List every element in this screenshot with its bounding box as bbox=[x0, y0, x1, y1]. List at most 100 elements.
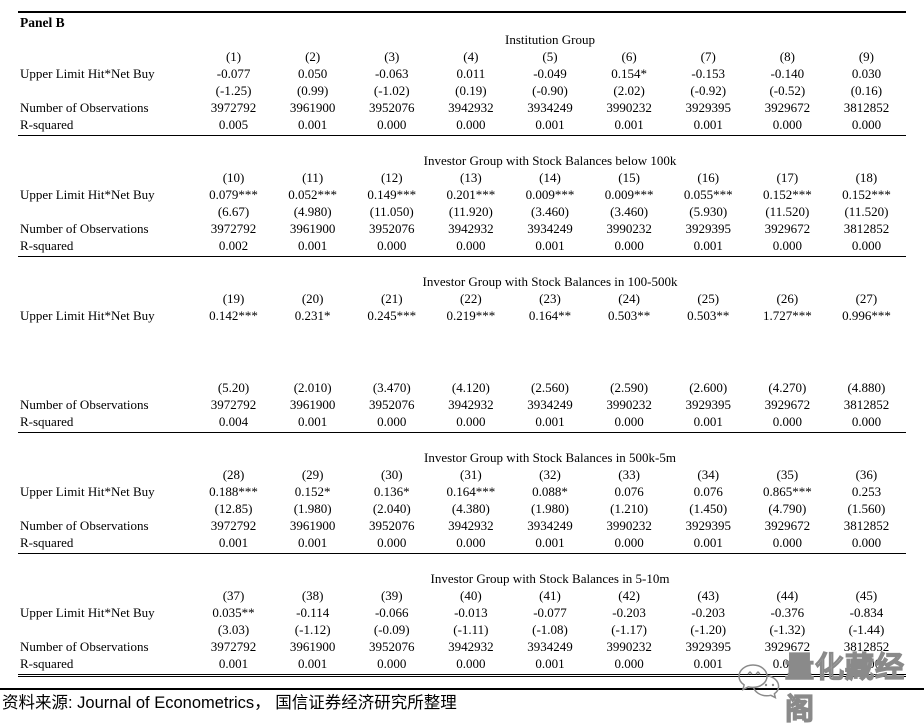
tstat-cell: (-1.12) bbox=[294, 622, 331, 637]
row-label-rsq: R-squared bbox=[20, 535, 74, 550]
row-label-obs: Number of Observations bbox=[20, 518, 149, 533]
row-label-obs: Number of Observations bbox=[20, 397, 149, 412]
col-header: (2) bbox=[305, 49, 321, 64]
rsq-cell: 0.001 bbox=[693, 535, 723, 550]
obs-cell: 3812852 bbox=[843, 397, 890, 412]
tstat-cell: (-1.17) bbox=[611, 622, 647, 637]
obs-cell: 3942932 bbox=[448, 518, 494, 533]
column-header-row: (10) (11) (12) (13) (14) (15) (16) (17) (18) bbox=[18, 169, 906, 186]
row-label-empty bbox=[18, 82, 194, 99]
rsq-cell: 0.001 bbox=[218, 535, 249, 550]
coef-cell: -0.140 bbox=[770, 66, 805, 81]
observations-row: Number of Observations 3972792 3961900 3952… bbox=[18, 220, 906, 237]
tstat-cell: (-1.11) bbox=[453, 622, 489, 637]
col-header: (30) bbox=[380, 467, 403, 482]
col-header: (14) bbox=[539, 170, 561, 185]
obs-cell: 3929672 bbox=[764, 397, 811, 412]
row-label-empty bbox=[18, 449, 194, 466]
table-section: Investor Group with Stock Balances below… bbox=[18, 136, 906, 257]
row-label-empty bbox=[18, 570, 194, 587]
coef-cell: 0.201*** bbox=[446, 187, 496, 202]
coefficient-row: Upper Limit Hit*Net Buy 0.079*** 0.052*** 0… bbox=[18, 186, 906, 203]
tstat-cell: (1.450) bbox=[689, 501, 728, 516]
coef-cell: 1.727*** bbox=[762, 308, 812, 323]
tstat-cell: (0.99) bbox=[296, 83, 329, 98]
rsq-cell: 0.000 bbox=[456, 117, 486, 132]
row-label-coef: Upper Limit Hit*Net Buy bbox=[20, 484, 155, 499]
rsq-cell: 0.000 bbox=[456, 238, 486, 253]
group-header-row: Investor Group with Stock Balances in 10… bbox=[18, 273, 906, 290]
coef-cell: 0.245*** bbox=[367, 308, 417, 323]
rsq-cell: 0.000 bbox=[614, 414, 644, 429]
coef-cell: -0.077 bbox=[533, 605, 567, 620]
rsq-cell: 0.000 bbox=[614, 238, 644, 253]
obs-cell: 3952076 bbox=[369, 100, 415, 115]
source-note: 资料来源: Journal of Econometrics， 国信证券经济研究所… bbox=[2, 694, 457, 712]
coef-cell: 0.154* bbox=[611, 66, 647, 81]
col-header: (11) bbox=[302, 170, 324, 185]
column-header-row: (19) (20) (21) (22) (23) (24) (25) (26) (27) bbox=[18, 290, 906, 307]
tstat-row: (6.67) (4.980) (11.050) (11.920) (3.460) (3.4… bbox=[18, 203, 906, 220]
tstat-cell: (-0.92) bbox=[690, 83, 727, 98]
coef-cell: 0.164** bbox=[528, 308, 572, 323]
obs-cell: 3929395 bbox=[685, 397, 731, 412]
tstat-cell: (-1.25) bbox=[215, 83, 252, 98]
col-header: (1) bbox=[225, 49, 242, 64]
obs-cell: 3929395 bbox=[685, 221, 731, 236]
obs-cell: 3812852 bbox=[843, 518, 890, 533]
rsq-cell: 0.000 bbox=[851, 117, 882, 132]
tstat-cell: (4.980) bbox=[293, 204, 332, 219]
coef-cell: 0.055*** bbox=[683, 187, 733, 202]
coef-cell: 0.503** bbox=[607, 308, 651, 323]
tstat-cell: (3.460) bbox=[531, 204, 569, 219]
col-header: (27) bbox=[855, 291, 878, 306]
column-header-row: (1) (2) (3) (4) (5) (6) (7) (8) (9) bbox=[18, 48, 906, 65]
rsq-cell: 0.000 bbox=[614, 535, 644, 550]
col-header: (3) bbox=[384, 49, 400, 64]
rsq-cell: 0.001 bbox=[298, 117, 328, 132]
obs-cell: 3952076 bbox=[369, 221, 415, 236]
coef-cell: 0.136* bbox=[373, 484, 410, 499]
tstat-cell: (4.120) bbox=[451, 380, 490, 395]
row-label-coef: Upper Limit Hit*Net Buy bbox=[20, 187, 155, 202]
coef-cell: 0.009*** bbox=[604, 187, 654, 202]
rsq-cell: 0.001 bbox=[298, 656, 328, 671]
table-section: Investor Group with Stock Balances in 5-… bbox=[18, 554, 906, 677]
tstat-row: (5.20) (2.010) (3.470) (4.120) (2.560) (2.590… bbox=[18, 379, 906, 396]
tstat-cell: (-1.02) bbox=[373, 83, 410, 98]
obs-cell: 3990232 bbox=[606, 639, 652, 654]
observations-row: Number of Observations 3972792 3961900 3952… bbox=[18, 517, 906, 534]
rsq-cell: 0.000 bbox=[456, 414, 486, 429]
group-title: Investor Group with Stock Balances in 50… bbox=[423, 450, 676, 465]
col-header: (5) bbox=[542, 49, 558, 64]
tstat-cell: (-1.44) bbox=[848, 622, 885, 637]
rsq-cell: 0.001 bbox=[535, 117, 565, 132]
coef-cell: 0.052*** bbox=[288, 187, 338, 202]
row-label-obs: Number of Observations bbox=[20, 639, 149, 654]
table-sections: Institution Group (1) (2) (3) (4) (5) (6) (7) (8… bbox=[18, 31, 906, 677]
tstat-cell: (-1.20) bbox=[690, 622, 727, 637]
tstat-cell: (-0.52) bbox=[769, 83, 806, 98]
tstat-row: (12.85) (1.980) (2.040) (4.380) (1.980) (1.21… bbox=[18, 500, 906, 517]
coef-cell: 0.996*** bbox=[842, 308, 891, 323]
coef-cell: 0.079*** bbox=[209, 187, 258, 202]
table-section: Investor Group with Stock Balances in 10… bbox=[18, 257, 906, 433]
coef-cell: -0.376 bbox=[770, 605, 805, 620]
coef-cell: 0.865*** bbox=[762, 484, 812, 499]
rsq-cell: 0.000 bbox=[772, 414, 802, 429]
col-header: (44) bbox=[776, 588, 799, 603]
col-header: (15) bbox=[618, 170, 640, 185]
coef-cell: 0.152*** bbox=[842, 187, 891, 202]
row-label-empty bbox=[18, 48, 194, 65]
rsq-cell: 0.000 bbox=[377, 535, 407, 550]
col-header: (21) bbox=[380, 291, 403, 306]
coef-cell: 0.009*** bbox=[525, 187, 575, 202]
rsq-cell: 0.004 bbox=[218, 414, 249, 429]
tstat-cell: (4.790) bbox=[768, 501, 807, 516]
tstat-cell: (11.520) bbox=[765, 204, 810, 219]
tstat-cell: (5.930) bbox=[689, 204, 728, 219]
tstat-cell: (2.010) bbox=[293, 380, 332, 395]
tstat-cell: (-0.09) bbox=[373, 622, 410, 637]
col-header: (37) bbox=[222, 588, 245, 603]
